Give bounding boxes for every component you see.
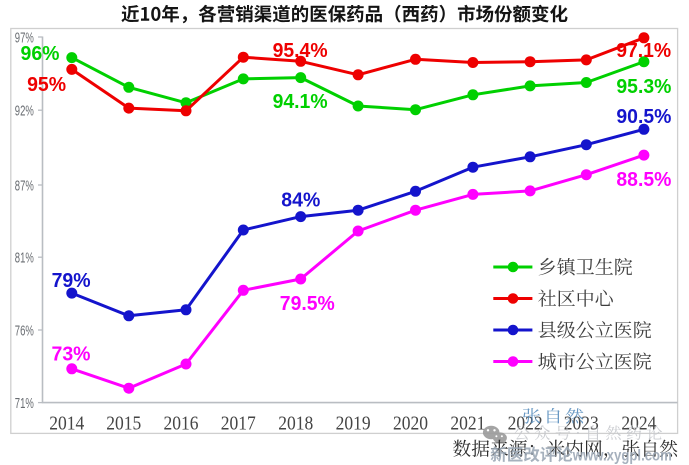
svg-text:92%: 92% bbox=[15, 104, 34, 120]
svg-text:84%: 84% bbox=[281, 188, 320, 211]
svg-text:2014: 2014 bbox=[49, 414, 84, 435]
svg-text:73%: 73% bbox=[52, 342, 91, 365]
svg-text:2017: 2017 bbox=[221, 414, 256, 435]
svg-text:79%: 79% bbox=[52, 269, 91, 292]
svg-text:97.1%: 97.1% bbox=[616, 39, 671, 62]
svg-text:71%: 71% bbox=[15, 396, 34, 412]
svg-text:95.3%: 95.3% bbox=[616, 75, 671, 98]
svg-text:2021: 2021 bbox=[450, 414, 485, 435]
svg-text:95%: 95% bbox=[27, 73, 66, 96]
svg-text:www.xygpl.com: www.xygpl.com bbox=[572, 448, 672, 465]
svg-text:2022: 2022 bbox=[508, 414, 543, 435]
svg-text:2018: 2018 bbox=[278, 414, 313, 435]
svg-text:94.1%: 94.1% bbox=[273, 90, 328, 113]
svg-text:2015: 2015 bbox=[106, 414, 141, 435]
svg-text:90.5%: 90.5% bbox=[616, 105, 671, 128]
svg-text:96%: 96% bbox=[21, 42, 60, 65]
svg-text:95.4%: 95.4% bbox=[273, 39, 328, 62]
svg-text:2016: 2016 bbox=[164, 414, 199, 435]
svg-text:88.5%: 88.5% bbox=[616, 168, 671, 191]
svg-text:87%: 87% bbox=[15, 178, 34, 194]
svg-text:2019: 2019 bbox=[336, 414, 371, 435]
svg-text:76%: 76% bbox=[15, 323, 34, 339]
svg-text:2020: 2020 bbox=[393, 414, 428, 435]
svg-text:81%: 81% bbox=[15, 251, 34, 267]
svg-text:79.5%: 79.5% bbox=[280, 292, 335, 315]
svg-text:97%: 97% bbox=[15, 30, 34, 46]
